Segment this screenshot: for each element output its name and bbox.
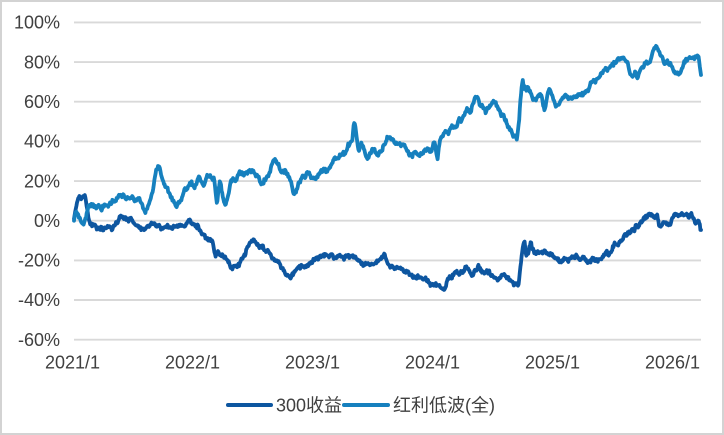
svg-text:60%: 60% [24,92,60,112]
svg-text:-20%: -20% [18,251,60,271]
svg-text:2022/1: 2022/1 [165,353,220,373]
svg-text:红利低波(全): 红利低波(全) [393,396,495,416]
svg-text:300收益: 300收益 [276,396,342,416]
svg-text:2025/1: 2025/1 [525,353,580,373]
svg-text:0%: 0% [34,211,60,231]
svg-text:2023/1: 2023/1 [285,353,340,373]
svg-text:2026/1: 2026/1 [645,353,700,373]
svg-text:-40%: -40% [18,290,60,310]
svg-text:100%: 100% [14,13,60,33]
svg-text:20%: 20% [24,171,60,191]
svg-text:80%: 80% [24,52,60,72]
svg-text:-60%: -60% [18,330,60,350]
svg-text:40%: 40% [24,132,60,152]
svg-text:2024/1: 2024/1 [405,353,460,373]
svg-text:2021/1: 2021/1 [45,353,100,373]
